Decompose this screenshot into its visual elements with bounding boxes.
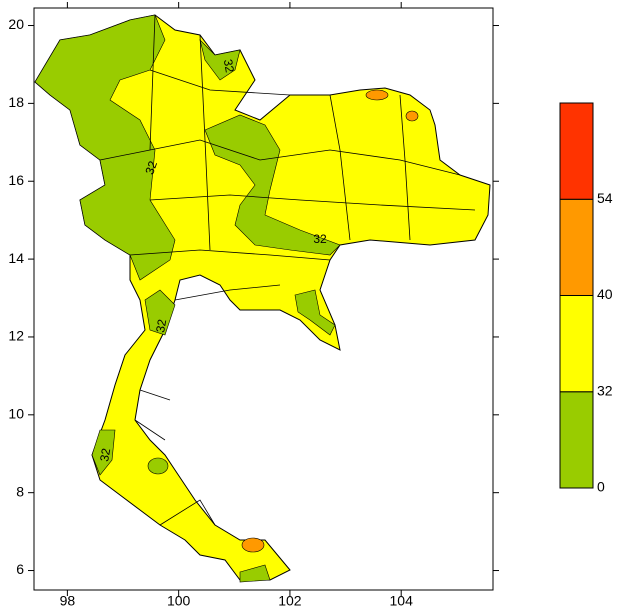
y-tick-label: 12 xyxy=(8,328,24,344)
y-tick-label: 20 xyxy=(8,16,24,32)
colorbar-label: 0 xyxy=(597,479,605,495)
green-zone xyxy=(147,457,169,475)
green-zone xyxy=(204,114,341,256)
contour-label: 32 xyxy=(313,232,327,246)
green-zone xyxy=(91,429,116,476)
contour-label: 32 xyxy=(153,318,169,334)
hot-spot xyxy=(241,537,265,553)
colorbar-box xyxy=(559,391,594,489)
colorbar-box xyxy=(559,295,594,393)
colorbar-box xyxy=(559,102,594,200)
contour-label: 32 xyxy=(221,58,237,74)
colorbar-box xyxy=(559,198,594,296)
contour-label: 32 xyxy=(97,447,113,463)
y-tick-label: 18 xyxy=(8,94,24,110)
province-borders xyxy=(99,14,476,526)
y-tick-label: 10 xyxy=(8,406,24,422)
x-tick-label: 100 xyxy=(167,593,191,609)
map-land xyxy=(34,14,491,583)
y-tick-label: 16 xyxy=(8,172,24,188)
hot-spot xyxy=(405,110,419,122)
y-tick-label: 14 xyxy=(8,250,24,266)
colorbar-label: 40 xyxy=(597,286,613,302)
y-tick-label: 8 xyxy=(16,483,24,499)
green-zone xyxy=(144,289,176,336)
green-zone xyxy=(294,289,336,336)
x-tick-label: 102 xyxy=(278,593,302,609)
colorbar-label: 54 xyxy=(597,190,613,206)
green-zone xyxy=(199,39,241,81)
hot-spot xyxy=(365,89,389,101)
map-frame xyxy=(33,7,494,591)
x-tick-label: 104 xyxy=(390,593,414,609)
colorbar-label: 32 xyxy=(597,382,613,398)
green-zone xyxy=(239,564,271,583)
y-tick-label: 6 xyxy=(16,561,24,577)
x-tick-label: 98 xyxy=(60,593,76,609)
green-zone xyxy=(34,14,176,281)
contour-label: 32 xyxy=(142,159,160,177)
